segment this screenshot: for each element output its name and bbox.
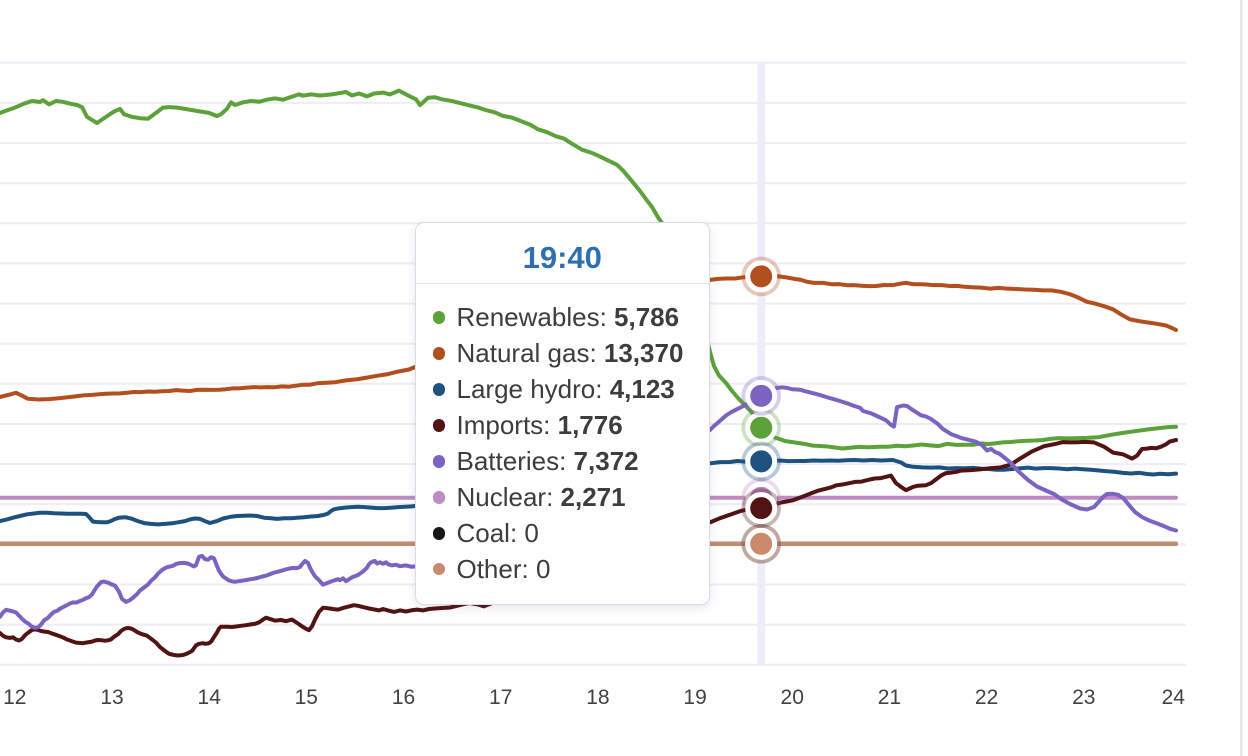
svg-text:21: 21 bbox=[878, 686, 901, 709]
svg-text:14: 14 bbox=[198, 686, 222, 709]
svg-text:15: 15 bbox=[295, 686, 318, 709]
svg-text:19: 19 bbox=[683, 686, 706, 709]
svg-text:23: 23 bbox=[1072, 686, 1095, 709]
svg-text:20: 20 bbox=[781, 686, 804, 709]
svg-text:22: 22 bbox=[975, 686, 998, 709]
svg-text:24: 24 bbox=[1162, 686, 1186, 709]
svg-text:12: 12 bbox=[3, 686, 26, 709]
svg-text:13: 13 bbox=[100, 686, 123, 709]
svg-text:17: 17 bbox=[489, 686, 512, 709]
svg-text:18: 18 bbox=[586, 686, 609, 709]
svg-text:16: 16 bbox=[392, 686, 415, 709]
